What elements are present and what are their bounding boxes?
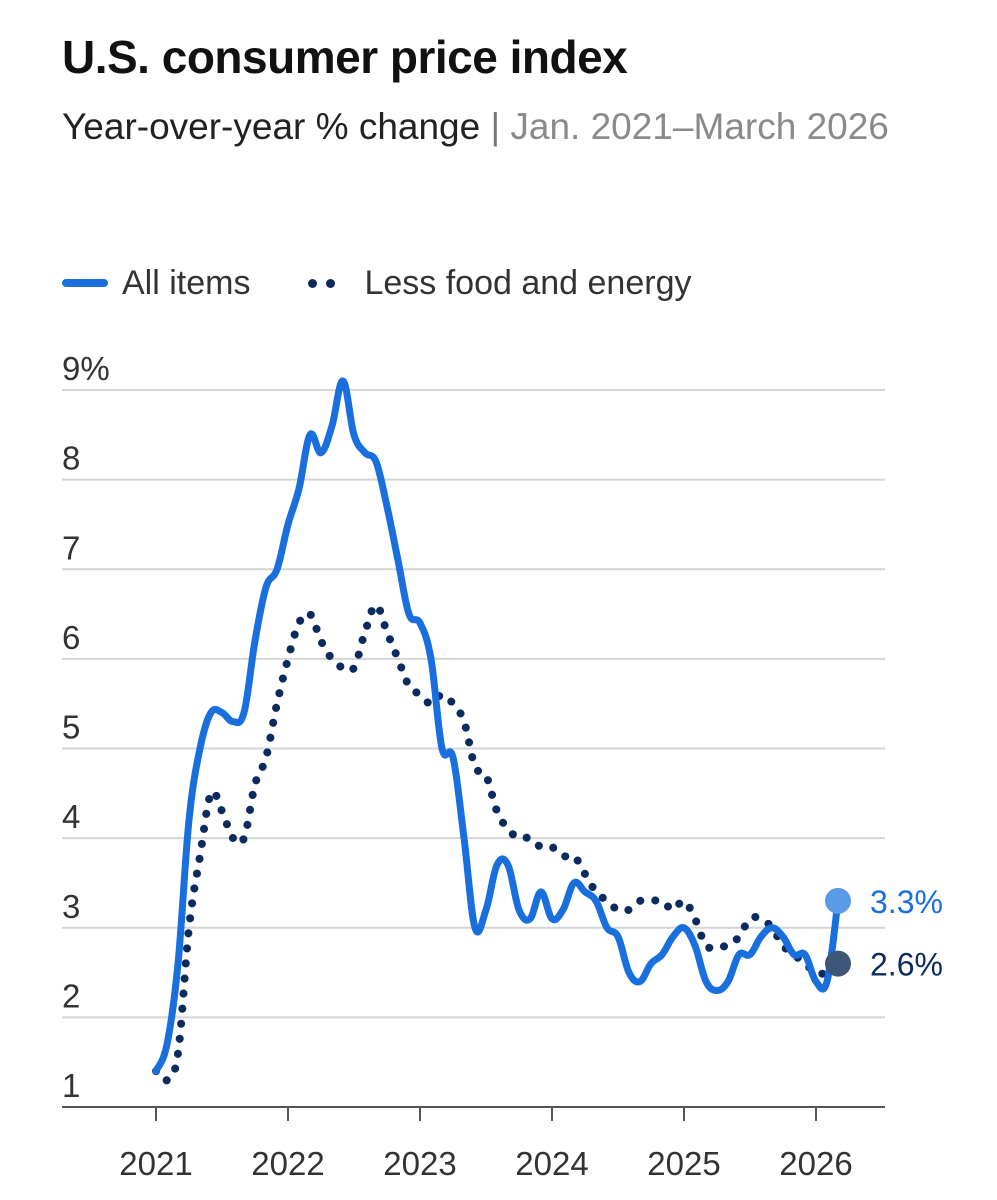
subtitle-main: Year-over-year % change bbox=[62, 106, 481, 147]
x-tick-label: 2025 bbox=[647, 1145, 720, 1182]
x-tick-label: 2021 bbox=[119, 1145, 192, 1182]
y-tick-label: 2 bbox=[62, 977, 80, 1014]
end-label-less-food-energy: 2.6% bbox=[870, 947, 943, 983]
y-tick-label: 1 bbox=[62, 1067, 80, 1104]
y-tick-label: 7 bbox=[62, 529, 80, 566]
end-label-all-items: 3.3% bbox=[870, 884, 943, 920]
y-axis-tick-labels: 1 2 3 4 5 6 7 8 9% bbox=[62, 350, 110, 1104]
legend-swatch-dotted-line bbox=[308, 278, 344, 288]
x-tick-label: 2026 bbox=[779, 1145, 852, 1182]
series-line-all-items bbox=[152, 377, 842, 1075]
legend-label-all-items: All items bbox=[122, 263, 251, 302]
x-axis: 2021 2022 2023 2024 2025 2026 bbox=[62, 1106, 885, 1182]
chart-subtitle: Year-over-year % change | Jan. 2021–Marc… bbox=[62, 100, 962, 153]
legend-item-all-items: All items bbox=[62, 264, 250, 303]
x-tick-label: 2024 bbox=[515, 1145, 588, 1182]
y-tick-label: 4 bbox=[62, 798, 80, 835]
end-dot-all-items bbox=[825, 887, 851, 914]
legend-swatch-solid-line bbox=[62, 279, 108, 287]
x-tick-label: 2023 bbox=[383, 1145, 456, 1182]
y-tick-label: 5 bbox=[62, 709, 80, 746]
chart-title: U.S. consumer price index bbox=[62, 31, 628, 83]
y-tick-label: 3 bbox=[62, 888, 80, 925]
end-value-markers: 3.3% 2.6% bbox=[825, 884, 943, 983]
y-tick-label: 8 bbox=[62, 440, 80, 477]
legend-label-core: Less food and energy bbox=[364, 263, 692, 302]
series-line-less-food-energy bbox=[152, 601, 842, 1085]
series-lines bbox=[152, 377, 842, 1085]
cpi-line-chart: 1 2 3 4 5 6 7 8 9% 2021 2022 2023 2024 2025 2026 3.3%… bbox=[62, 350, 943, 1182]
y-tick-label: 9% bbox=[62, 350, 110, 387]
y-tick-label: 6 bbox=[62, 619, 80, 656]
legend-item-core: Less food and energy bbox=[308, 263, 692, 303]
subtitle-separator: | bbox=[490, 106, 501, 147]
end-dot-less-food-energy bbox=[825, 950, 851, 977]
subtitle-date-range: Jan. 2021–March 2026 bbox=[510, 106, 889, 147]
x-tick-label: 2022 bbox=[251, 1145, 324, 1182]
chart-legend: All items Less food and energy bbox=[62, 258, 750, 308]
